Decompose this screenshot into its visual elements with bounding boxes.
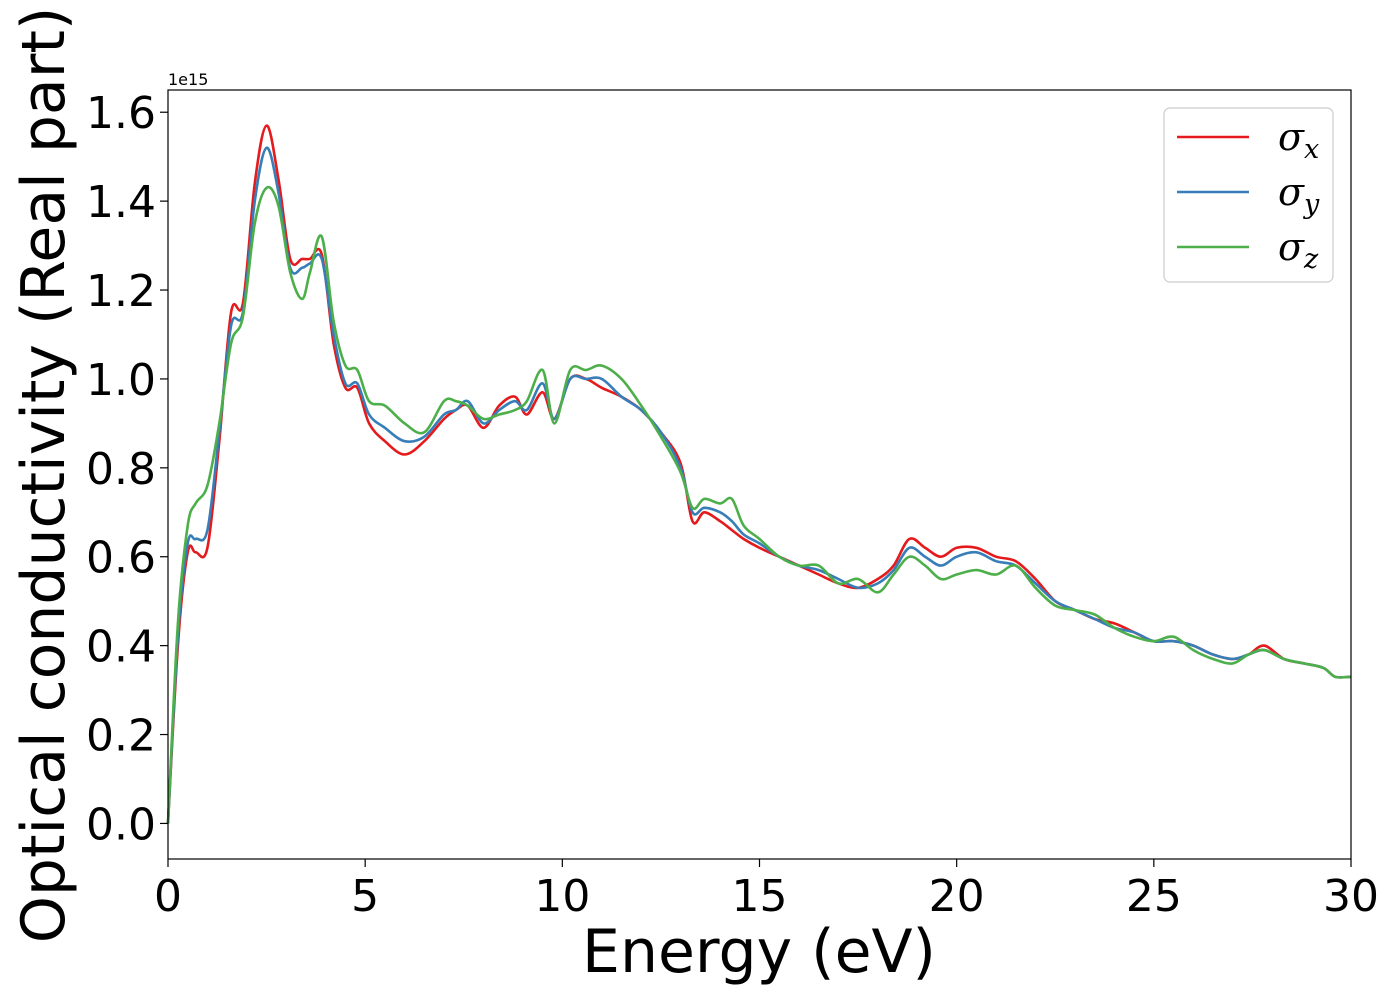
y-axis-title: Optical conductivity (Real part) [9, 7, 79, 944]
y-tick-label: 1.4 [86, 177, 156, 228]
y-tick-label: 0.4 [86, 622, 156, 673]
x-tick-label: 5 [351, 871, 379, 922]
legend-label-y: σy [1278, 170, 1320, 220]
y-tick-label: 0.2 [86, 711, 156, 762]
y-axis-ticks: 0.0 0.2 0.4 0.6 0.8 1.0 1.2 1.4 1.6 [86, 88, 168, 850]
x-tick-label: 25 [1126, 871, 1182, 922]
y-tick-label: 0.6 [86, 533, 156, 584]
x-tick-label: 20 [929, 871, 985, 922]
x-tick-label: 30 [1323, 871, 1379, 922]
legend-label-z: σz [1278, 225, 1319, 275]
x-axis-title: Energy (eV) [582, 917, 936, 987]
x-tick-label: 10 [534, 871, 590, 922]
y-tick-label: 0.0 [86, 799, 156, 850]
legend-label-x: σx [1278, 115, 1319, 165]
x-tick-label: 15 [732, 871, 788, 922]
y-offset-label: 1e15 [168, 70, 208, 89]
legend-box [1163, 107, 1334, 283]
x-tick-label: 0 [154, 871, 182, 922]
y-tick-label: 0.8 [86, 444, 156, 495]
y-tick-label: 1.0 [86, 355, 156, 406]
series-line-z [166, 185, 1352, 824]
y-tick-label: 1.6 [86, 88, 156, 139]
y-tick-label: 1.2 [86, 266, 156, 317]
series-lines [166, 124, 1352, 824]
x-axis-ticks: 0 5 10 15 20 25 30 [154, 859, 1379, 922]
